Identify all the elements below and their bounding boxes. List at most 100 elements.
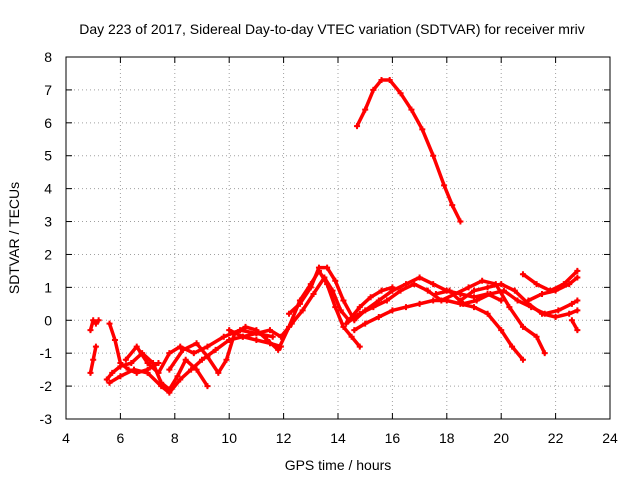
data-point: [144, 369, 151, 376]
data-point: [533, 333, 540, 340]
series-sat-p: [568, 317, 581, 334]
series-sat-c: [106, 320, 162, 376]
data-point: [190, 350, 197, 357]
data-point: [223, 356, 230, 363]
data-point: [340, 323, 347, 330]
data-point: [519, 356, 526, 363]
data-point: [514, 297, 521, 304]
data-point: [362, 320, 369, 327]
data-point: [367, 294, 374, 301]
data-point: [574, 297, 581, 304]
data-point: [457, 218, 464, 225]
data-point: [555, 307, 562, 314]
x-tick-label: 14: [330, 430, 346, 446]
y-tick-label: 8: [44, 49, 52, 65]
data-point: [574, 267, 581, 274]
data-point: [324, 264, 331, 271]
data-point: [348, 333, 355, 340]
data-point: [416, 274, 423, 281]
data-point: [389, 287, 396, 294]
data-point: [356, 310, 363, 317]
data-point: [539, 290, 545, 297]
y-tick-label: 6: [44, 115, 52, 131]
data-point: [215, 369, 222, 376]
data-point: [424, 287, 431, 294]
data-point: [212, 346, 219, 353]
x-tick-label: 24: [602, 430, 618, 446]
series-line: [352, 298, 525, 362]
data-point: [403, 281, 409, 288]
data-point: [354, 123, 361, 130]
data-point: [498, 281, 505, 288]
data-point: [144, 360, 151, 367]
data-point: [106, 320, 113, 327]
data-point: [166, 389, 173, 396]
series-sat-g: [166, 267, 363, 376]
data-point: [269, 333, 276, 340]
series-sat-b: [87, 343, 99, 376]
data-point: [525, 297, 532, 304]
chart-title: Day 223 of 2017, Sidereal Day-to-day VTE…: [79, 21, 584, 37]
series-sat-o: [525, 274, 581, 304]
data-point: [446, 287, 453, 294]
data-point: [552, 313, 559, 320]
data-point: [204, 383, 211, 390]
data-point: [199, 356, 205, 363]
data-point: [541, 350, 548, 357]
data-point: [239, 333, 246, 340]
data-point: [370, 304, 377, 311]
series-line: [458, 282, 580, 319]
data-point: [337, 307, 344, 314]
data-point: [277, 333, 284, 340]
data-point: [500, 287, 507, 294]
y-tick-label: 5: [44, 148, 52, 164]
y-tick-label: -2: [40, 378, 53, 394]
data-point: [343, 320, 350, 327]
data-point: [484, 310, 491, 317]
data-point: [419, 126, 426, 133]
data-point: [220, 333, 227, 340]
data-point: [471, 294, 477, 301]
data-point: [95, 317, 102, 324]
x-tick-label: 20: [493, 430, 509, 446]
data-point: [117, 373, 124, 380]
data-point: [155, 360, 162, 367]
series-sat-k: [351, 297, 526, 363]
data-point: [566, 310, 573, 317]
data-point: [166, 366, 173, 373]
data-point: [443, 297, 450, 304]
data-point: [449, 202, 456, 209]
data-point: [188, 366, 195, 373]
y-tick-label: 0: [44, 312, 52, 328]
data-point: [310, 290, 317, 297]
x-tick-label: 10: [221, 430, 237, 446]
data-point: [574, 274, 581, 281]
data-point: [87, 327, 94, 334]
data-point: [479, 277, 486, 284]
data-point: [177, 376, 184, 383]
data-point: [90, 317, 97, 324]
x-tick-label: 8: [171, 430, 179, 446]
y-tick-label: 4: [44, 181, 52, 197]
x-tick-label: 18: [439, 430, 455, 446]
x-tick-label: 4: [62, 430, 70, 446]
x-tick-label: 12: [276, 430, 292, 446]
data-point: [253, 330, 260, 337]
y-tick-label: 2: [44, 246, 52, 262]
series-line: [355, 78, 463, 224]
data-point: [378, 77, 385, 84]
data-point: [150, 360, 157, 367]
data-point: [242, 323, 249, 330]
data-point: [179, 346, 186, 353]
data-point: [460, 300, 467, 307]
data-point: [332, 304, 339, 311]
data-point: [296, 300, 303, 307]
y-axis-label: SDTVAR / TECUs: [6, 182, 22, 294]
data-point: [92, 320, 99, 327]
data-point: [155, 369, 162, 376]
data-point: [122, 356, 129, 363]
data-point: [133, 343, 140, 350]
data-point: [378, 287, 385, 294]
